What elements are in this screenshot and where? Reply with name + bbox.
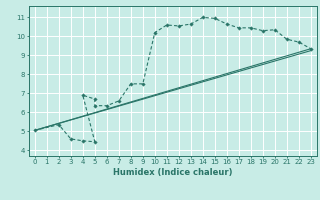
X-axis label: Humidex (Indice chaleur): Humidex (Indice chaleur) bbox=[113, 168, 233, 177]
